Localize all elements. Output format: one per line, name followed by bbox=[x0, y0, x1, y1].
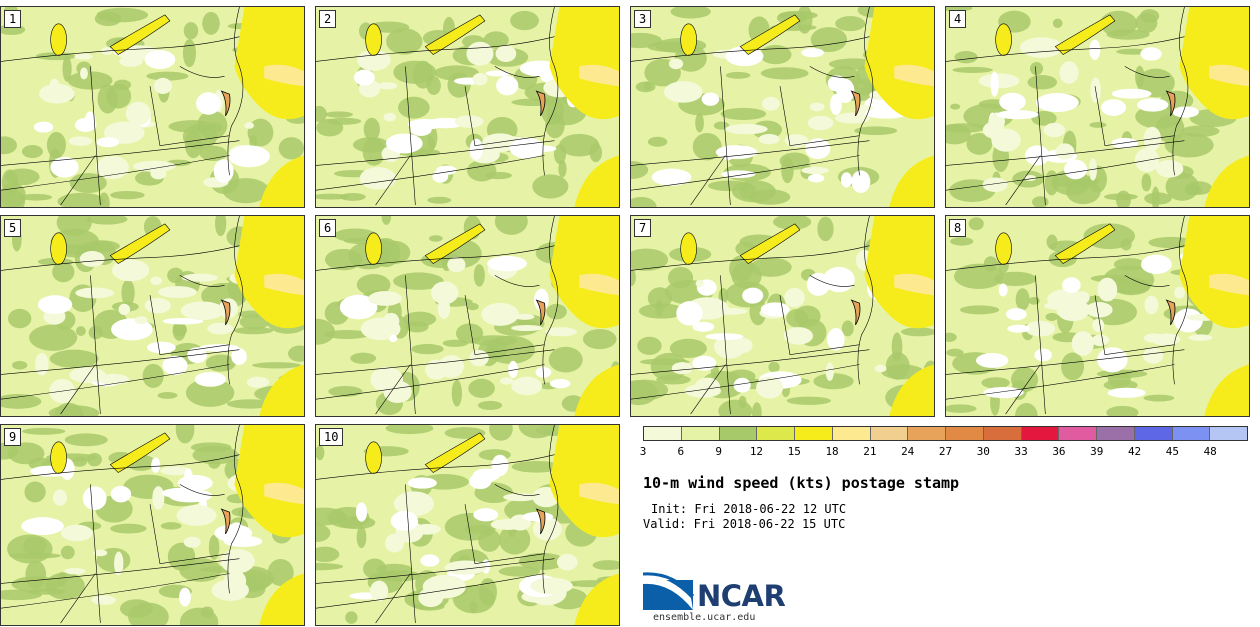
wind-speed-map bbox=[1, 425, 304, 625]
member-label: 8 bbox=[949, 219, 967, 237]
colorbar-tick: 9 bbox=[715, 445, 722, 458]
member-label: 4 bbox=[949, 10, 967, 28]
map-panel-3: 3 bbox=[630, 6, 935, 208]
ncar-logo-icon bbox=[643, 572, 695, 610]
wind-speed-map bbox=[1, 216, 304, 416]
colorbar-swatch-14 bbox=[1172, 427, 1211, 440]
colorbar-tick: 45 bbox=[1165, 445, 1179, 458]
colorbar-swatch-0 bbox=[644, 427, 682, 440]
colorbar-swatch-2 bbox=[719, 427, 758, 440]
colorbar-tick: 24 bbox=[901, 445, 915, 458]
colorbar-swatch-8 bbox=[946, 427, 984, 440]
colorbar-tick: 18 bbox=[825, 445, 839, 458]
colorbar-tick: 12 bbox=[749, 445, 764, 458]
colorbar-tick: 30 bbox=[976, 445, 990, 458]
wind-speed-map bbox=[631, 216, 934, 416]
colorbar-swatch-6 bbox=[870, 427, 909, 440]
colorbar-swatch-5 bbox=[832, 427, 871, 440]
map-panel-8: 8 bbox=[945, 215, 1250, 417]
map-panel-6: 6 bbox=[315, 215, 620, 417]
colorbar-swatch-10 bbox=[1021, 427, 1060, 440]
member-label: 1 bbox=[4, 10, 22, 28]
init-time: Init: Fri 2018-06-22 12 UTC bbox=[651, 502, 847, 516]
map-panel-4: 4 bbox=[945, 6, 1250, 208]
wind-speed-map bbox=[946, 7, 1249, 207]
valid-time: Valid: Fri 2018-06-22 15 UTC bbox=[643, 517, 846, 531]
colorbar-tick: 36 bbox=[1052, 445, 1066, 458]
wind-speed-map bbox=[946, 216, 1249, 416]
ensemble-url: ensemble.ucar.edu bbox=[653, 612, 756, 623]
member-label: 9 bbox=[4, 428, 22, 446]
map-panel-9: 9 bbox=[0, 424, 305, 626]
member-label: 10 bbox=[319, 428, 344, 446]
map-panel-7: 7 bbox=[630, 215, 935, 417]
member-label: 5 bbox=[4, 219, 22, 237]
colorbar-tick: 39 bbox=[1090, 445, 1104, 458]
colorbar-swatch-9 bbox=[983, 427, 1022, 440]
colorbar-tick: 6 bbox=[677, 445, 685, 458]
colorbar-tick: 48 bbox=[1203, 445, 1217, 458]
map-panel-1: 1 bbox=[0, 6, 305, 208]
colorbar-tick: 27 bbox=[938, 445, 953, 458]
colorbar-tick: 15 bbox=[787, 445, 801, 458]
wind-speed-map bbox=[316, 425, 619, 625]
ncar-logo-text: NCAR bbox=[697, 579, 786, 613]
wind-speed-map bbox=[631, 7, 934, 207]
wind-speed-map bbox=[1, 7, 304, 207]
plot-title: 10-m wind speed (kts) postage stamp bbox=[643, 474, 960, 492]
member-label: 6 bbox=[319, 219, 337, 237]
colorbar-swatch-13 bbox=[1134, 427, 1173, 440]
colorbar-tick: 42 bbox=[1127, 445, 1142, 458]
member-label: 7 bbox=[634, 219, 652, 237]
map-panel-2: 2 bbox=[315, 6, 620, 208]
colorbar-tick: 3 bbox=[639, 445, 647, 458]
wind-speed-map bbox=[316, 7, 619, 207]
colorbar-swatch-1 bbox=[681, 427, 720, 440]
colorbar bbox=[643, 426, 1248, 441]
colorbar-swatch-3 bbox=[757, 427, 795, 440]
colorbar-swatch-7 bbox=[908, 427, 946, 440]
colorbar-tick: 21 bbox=[863, 445, 877, 458]
wind-speed-map bbox=[316, 216, 619, 416]
member-label: 2 bbox=[319, 10, 337, 28]
colorbar-swatch-15 bbox=[1210, 427, 1247, 440]
map-panel-5: 5 bbox=[0, 215, 305, 417]
colorbar-swatch-12 bbox=[1097, 427, 1135, 440]
map-panel-10: 10 bbox=[315, 424, 620, 626]
colorbar-swatch-4 bbox=[795, 427, 833, 440]
colorbar-tick: 33 bbox=[1014, 445, 1028, 458]
colorbar-swatch-11 bbox=[1059, 427, 1097, 440]
member-label: 3 bbox=[634, 10, 652, 28]
